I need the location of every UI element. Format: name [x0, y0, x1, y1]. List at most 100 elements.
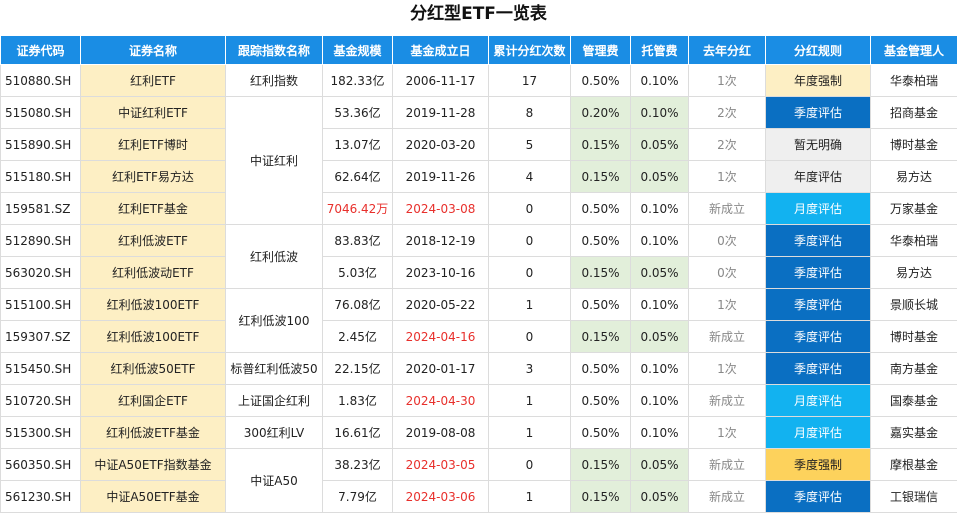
cell: 2018-12-19 [393, 225, 489, 257]
cell: 159581.SZ [1, 193, 81, 225]
cell: 易方达 [871, 161, 957, 193]
cell: 暂无明确 [766, 129, 871, 161]
cell: 0.50% [571, 289, 631, 321]
cell: 2.45亿 [323, 321, 393, 353]
cell: 2019-08-08 [393, 417, 489, 449]
cell: 0.05% [631, 321, 689, 353]
cell: 2024-04-30 [393, 385, 489, 417]
column-header: 累计分红次数 [489, 36, 571, 65]
cell: 13.07亿 [323, 129, 393, 161]
cell: 中证红利ETF [81, 97, 226, 129]
cell: 512890.SH [1, 225, 81, 257]
cell: 5.03亿 [323, 257, 393, 289]
column-header: 分红规则 [766, 36, 871, 65]
cell: 563020.SH [1, 257, 81, 289]
cell: 0 [489, 225, 571, 257]
cell: 工银瑞信 [871, 481, 957, 513]
cell: 2024-04-16 [393, 321, 489, 353]
cell: 1次 [689, 161, 766, 193]
title: 分红型ETF一览表 [0, 0, 957, 35]
cell: 新成立 [689, 449, 766, 481]
cell: 561230.SH [1, 481, 81, 513]
cell: 0 [489, 257, 571, 289]
cell: 新成立 [689, 321, 766, 353]
cell: 标普红利低波50 [226, 353, 323, 385]
cell: 上证国企红利 [226, 385, 323, 417]
cell: 博时基金 [871, 321, 957, 353]
cell: 0.10% [631, 353, 689, 385]
cell: 510720.SH [1, 385, 81, 417]
cell: 易方达 [871, 257, 957, 289]
cell: 182.33亿 [323, 65, 393, 97]
cell: 1 [489, 385, 571, 417]
cell: 0.10% [631, 385, 689, 417]
cell: 季度评估 [766, 353, 871, 385]
cell: 中证A50ETF指数基金 [81, 449, 226, 481]
cell: 2006-11-17 [393, 65, 489, 97]
cell: 红利低波50ETF [81, 353, 226, 385]
cell: 红利低波100 [226, 289, 323, 353]
cell: 1 [489, 289, 571, 321]
cell: 嘉实基金 [871, 417, 957, 449]
cell: 红利低波ETF基金 [81, 417, 226, 449]
cell: 0.15% [571, 449, 631, 481]
cell: 0.15% [571, 129, 631, 161]
column-header: 基金管理人 [871, 36, 957, 65]
cell: 红利指数 [226, 65, 323, 97]
cell: 2次 [689, 97, 766, 129]
cell: 季度评估 [766, 321, 871, 353]
cell: 2次 [689, 129, 766, 161]
cell: 2020-03-20 [393, 129, 489, 161]
cell: 招商基金 [871, 97, 957, 129]
cell: 国泰基金 [871, 385, 957, 417]
cell: 0.50% [571, 353, 631, 385]
cell: 0次 [689, 225, 766, 257]
cell: 季度评估 [766, 481, 871, 513]
cell: 0.10% [631, 225, 689, 257]
cell: 0.15% [571, 257, 631, 289]
cell: 南方基金 [871, 353, 957, 385]
cell: 红利ETF博时 [81, 129, 226, 161]
cell: 红利低波动ETF [81, 257, 226, 289]
column-header: 证券名称 [81, 36, 226, 65]
cell: 0.15% [571, 321, 631, 353]
cell: 新成立 [689, 481, 766, 513]
cell: 2020-05-22 [393, 289, 489, 321]
header-row: 证券代码证券名称跟踪指数名称基金规模基金成立日累计分红次数管理费托管费去年分红分… [1, 36, 957, 65]
cell: 红利低波100ETF [81, 321, 226, 353]
cell: 53.36亿 [323, 97, 393, 129]
cell: 2024-03-08 [393, 193, 489, 225]
cell: 1次 [689, 289, 766, 321]
cell: 1 [489, 481, 571, 513]
cell: 0 [489, 321, 571, 353]
cell: 新成立 [689, 385, 766, 417]
cell: 0.05% [631, 257, 689, 289]
cell: 年度评估 [766, 161, 871, 193]
column-header: 管理费 [571, 36, 631, 65]
cell: 4 [489, 161, 571, 193]
cell: 红利ETF易方达 [81, 161, 226, 193]
cell: 1次 [689, 353, 766, 385]
cell: 7.79亿 [323, 481, 393, 513]
cell: 季度评估 [766, 289, 871, 321]
cell: 2019-11-26 [393, 161, 489, 193]
cell: 515100.SH [1, 289, 81, 321]
cell: 0.20% [571, 97, 631, 129]
cell: 83.83亿 [323, 225, 393, 257]
cell: 2020-01-17 [393, 353, 489, 385]
cell: 62.64亿 [323, 161, 393, 193]
cell: 月度评估 [766, 193, 871, 225]
cell: 3 [489, 353, 571, 385]
cell: 季度强制 [766, 449, 871, 481]
cell: 博时基金 [871, 129, 957, 161]
